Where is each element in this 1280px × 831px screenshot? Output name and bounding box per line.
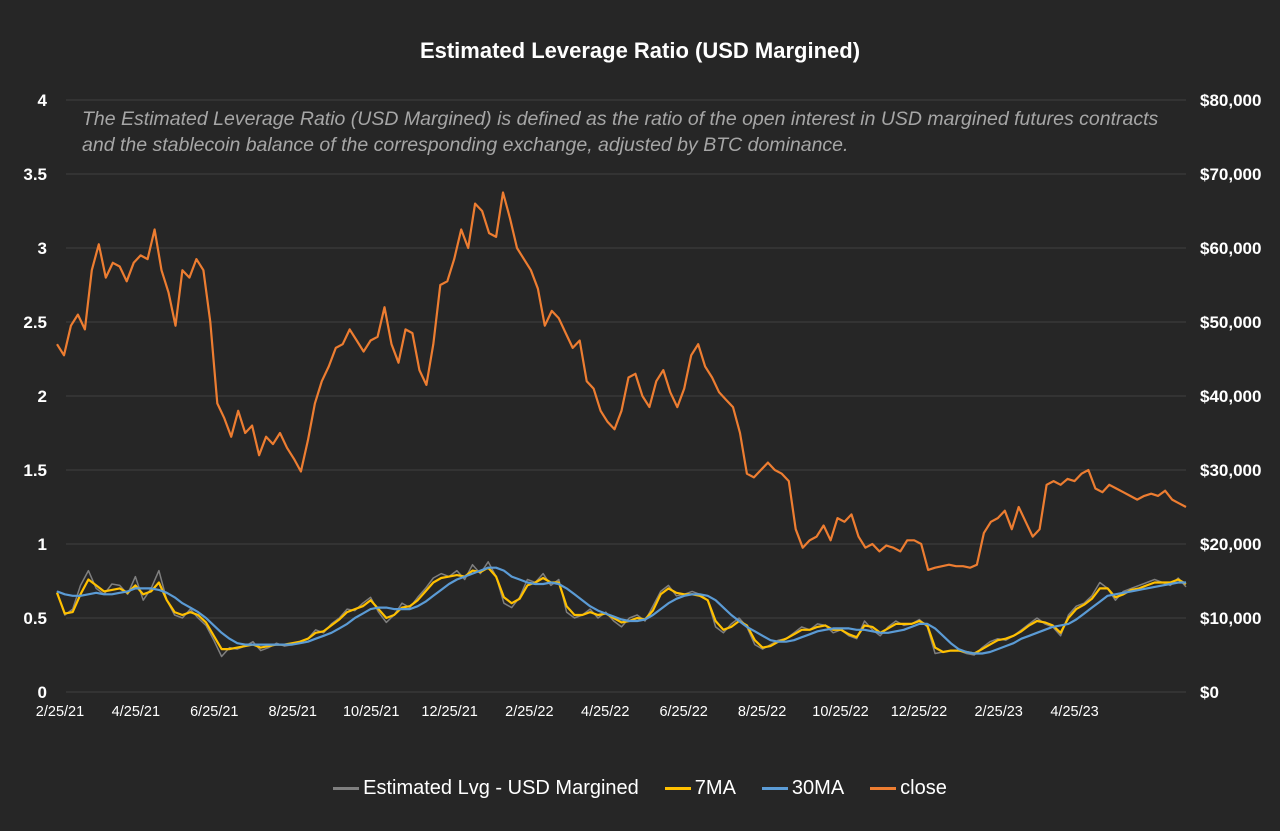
y-right-tick-label: $20,000 (1200, 535, 1261, 554)
legend-item-close[interactable]: close (870, 777, 947, 800)
series-line-ma7 (55, 566, 1187, 655)
y-right-tick-label: $30,000 (1200, 461, 1261, 480)
y-left-tick-label: 3.5 (23, 165, 47, 184)
x-axis: 2/25/21 4/25/21 6/25/21 8/25/21 10/25/21 12/2… (36, 704, 1099, 720)
legend-label-30ma: 30MA (791, 777, 845, 799)
y-right-tick-label: $70,000 (1200, 165, 1261, 184)
y-right-tick-label: $50,000 (1200, 313, 1261, 332)
y-left-tick-label: 1.5 (23, 461, 47, 480)
x-tick-label: 8/25/22 (738, 704, 786, 720)
y-left-tick-label: 1 (38, 535, 47, 554)
x-tick-label: 4/25/23 (1050, 704, 1098, 720)
x-tick-label: 12/25/22 (891, 704, 947, 720)
chart-annotation: The Estimated Leverage Ratio (USD Margin… (82, 108, 1159, 156)
legend-swatch-7ma (664, 787, 691, 790)
y-left-tick-label: 2.5 (23, 313, 47, 332)
x-tick-label: 2/25/23 (974, 704, 1022, 720)
y-left-tick-label: 0 (38, 683, 47, 702)
series-line-close (56, 191, 1187, 572)
x-tick-label: 4/25/22 (581, 704, 629, 720)
legend-label-7ma: 7MA (694, 777, 736, 799)
y-right-tick-label: $0 (1200, 683, 1219, 702)
x-tick-label: 6/25/22 (659, 704, 707, 720)
x-tick-label: 2/25/21 (36, 704, 84, 720)
legend-item-30ma[interactable]: 30MA (761, 777, 845, 800)
x-tick-label: 4/25/21 (112, 704, 160, 720)
y-left-tick-label: 0.5 (23, 609, 47, 628)
legend-label-close: close (900, 777, 947, 799)
y-left-tick-label: 3 (38, 239, 47, 258)
x-tick-label: 12/25/21 (421, 704, 477, 720)
legend-swatch-close (870, 787, 897, 790)
x-tick-label: 6/25/21 (190, 704, 238, 720)
legend-swatch-lvg (333, 787, 360, 790)
y-left-tick-label: 2 (38, 387, 47, 406)
x-tick-label: 10/25/22 (812, 704, 868, 720)
x-tick-label: 10/25/21 (343, 704, 399, 720)
series-line-ma30 (56, 566, 1186, 655)
x-tick-label: 2/25/22 (505, 704, 553, 720)
y-axis-left: 0 0.5 1 1.5 2 2.5 3 3.5 4 (23, 91, 47, 702)
x-tick-label: 8/25/21 (269, 704, 317, 720)
y-right-tick-label: $40,000 (1200, 387, 1261, 406)
legend-item-lvg[interactable]: Estimated Lvg - USD Margined (333, 777, 639, 800)
y-right-tick-label: $10,000 (1200, 609, 1261, 628)
series-lines (55, 191, 1187, 658)
gridlines (66, 99, 1186, 693)
y-left-tick-label: 4 (38, 91, 48, 110)
chart-title: Estimated Leverage Ratio (USD Margined) (419, 38, 861, 63)
legend-label-lvg: Estimated Lvg - USD Margined (363, 777, 639, 799)
legend: Estimated Lvg - USD Margined 7MA 30MA cl… (0, 777, 1280, 800)
y-right-tick-label: $60,000 (1200, 239, 1261, 258)
y-right-tick-label: $80,000 (1200, 91, 1261, 110)
y-axis-right: $0 $10,000 $20,000 $30,000 $40,000 $50,000 $60… (1200, 91, 1261, 702)
legend-swatch-30ma (761, 787, 788, 790)
legend-item-7ma[interactable]: 7MA (664, 777, 736, 800)
